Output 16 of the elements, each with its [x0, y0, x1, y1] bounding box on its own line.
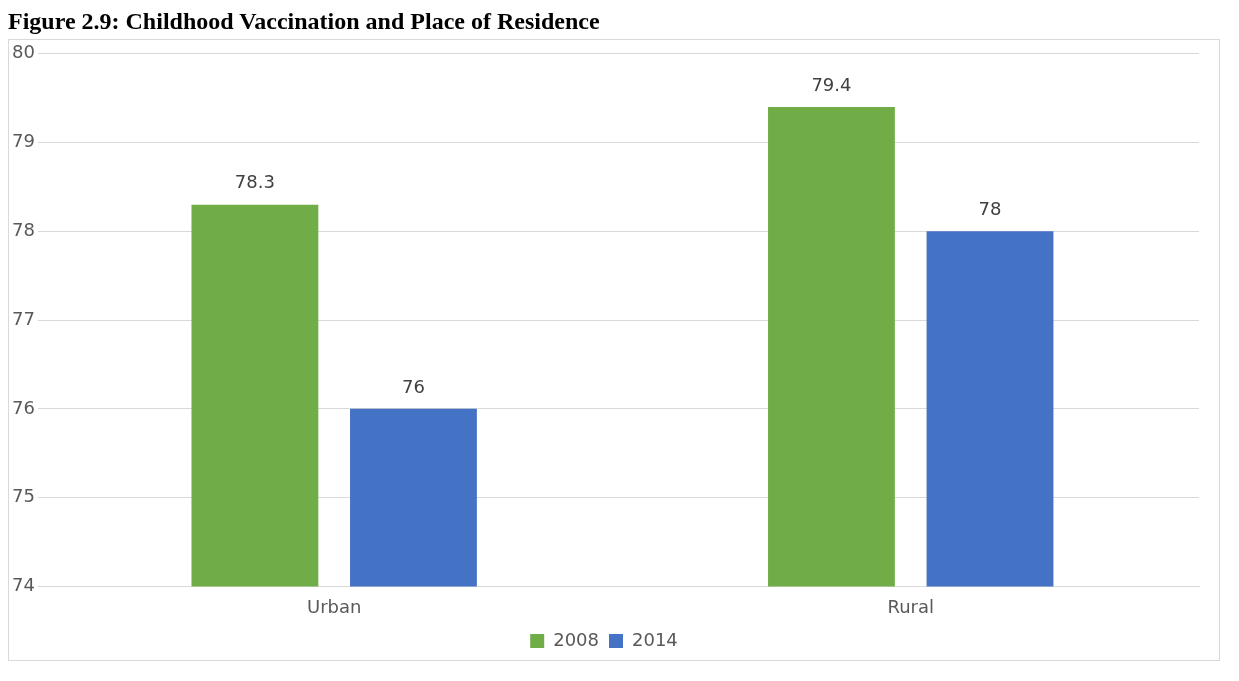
x-tick-label: Urban — [306, 595, 362, 617]
data-label: 76 — [402, 375, 425, 397]
data-label: 78 — [978, 198, 1002, 220]
chart-title: Figure 2.9: Childhood Vaccination and Place of Residence — [8, 8, 601, 35]
y-tick-label: 78 — [12, 219, 35, 241]
legend-label: 2008 — [553, 628, 599, 650]
y-tick-label: 74 — [12, 574, 35, 596]
y-tick-label: 80 — [12, 41, 35, 63]
y-tick-label: 75 — [12, 485, 35, 507]
y-tick-label: 77 — [12, 307, 35, 329]
y-tick-label: 76 — [12, 396, 35, 418]
legend-label: 2014 — [632, 628, 678, 650]
x-tick-label: Rural — [887, 595, 934, 617]
y-tick-label: 79 — [12, 130, 35, 152]
data-label: 78.3 — [234, 171, 275, 193]
data-label: 79.4 — [811, 73, 852, 95]
